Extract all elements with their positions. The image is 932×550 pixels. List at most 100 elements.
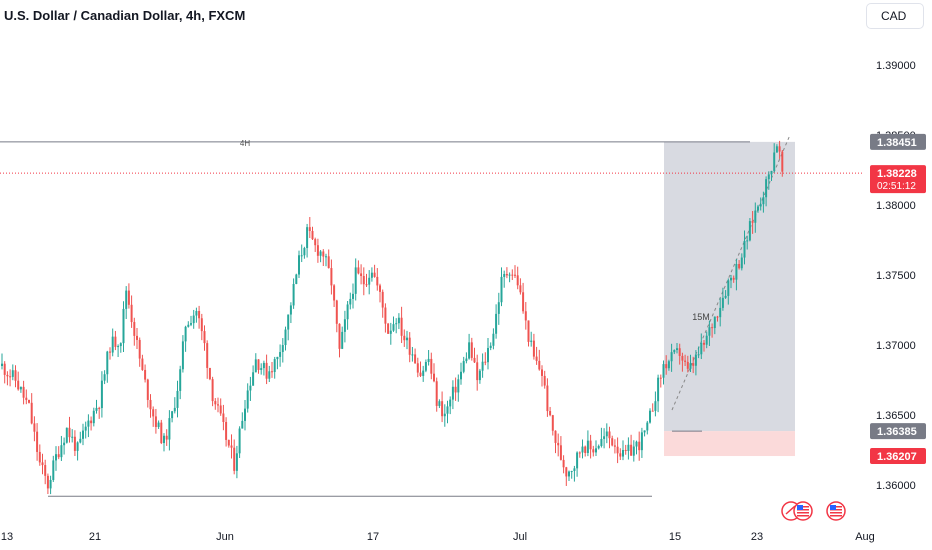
candle-body xyxy=(562,459,565,468)
current-price-label: 1.38228 xyxy=(877,168,917,180)
candle-body xyxy=(192,315,195,324)
candle-body xyxy=(381,291,384,308)
candle-body xyxy=(284,329,287,346)
candle-body xyxy=(57,454,60,458)
candle-body xyxy=(419,372,422,376)
candle-body xyxy=(60,445,63,458)
candle-body xyxy=(370,272,373,278)
candle-body xyxy=(384,307,387,324)
candle-body xyxy=(673,349,676,353)
candle-body xyxy=(757,206,759,211)
candle-body xyxy=(640,432,643,451)
candle-body xyxy=(465,358,468,362)
target-price-label: 1.38451 xyxy=(877,137,917,149)
candle-body xyxy=(73,436,76,451)
time-tick-label: 23 xyxy=(751,531,763,543)
candle-body xyxy=(662,364,665,378)
candle-body xyxy=(44,465,47,476)
us-flag-icon xyxy=(826,501,846,521)
candle-body xyxy=(694,354,697,366)
candle-body xyxy=(354,267,357,294)
candle-body xyxy=(643,430,646,433)
candle-body xyxy=(759,204,762,207)
candle-body xyxy=(586,440,589,453)
candle-body xyxy=(557,442,560,446)
stop-price-label-box xyxy=(870,448,926,465)
candle-body xyxy=(435,381,438,406)
candle-body xyxy=(589,440,592,450)
candle-body xyxy=(3,363,6,375)
candle-body xyxy=(187,324,190,327)
candle-body xyxy=(773,152,776,171)
candle-body xyxy=(230,445,233,448)
candle-body xyxy=(408,337,411,355)
candle-body xyxy=(516,275,519,286)
candle-body xyxy=(114,336,117,347)
candle-body xyxy=(554,430,557,443)
time-tick-label: 15 xyxy=(669,531,681,543)
candle-body xyxy=(535,356,538,361)
candle-body xyxy=(767,174,770,180)
candle-body xyxy=(630,444,633,456)
candles xyxy=(1,140,784,495)
candle-body xyxy=(460,371,462,380)
candle-body xyxy=(130,304,133,323)
candle-body xyxy=(478,370,481,381)
candle-body xyxy=(395,323,398,325)
candle-body xyxy=(165,435,168,440)
candle-body xyxy=(30,402,33,424)
candle-body xyxy=(400,317,403,336)
candle-body xyxy=(338,323,341,349)
candle-body xyxy=(627,444,630,451)
candle-body xyxy=(379,285,381,292)
candle-body xyxy=(743,240,746,258)
candle-body xyxy=(654,401,657,411)
candle-body xyxy=(446,406,449,414)
candle-body xyxy=(735,263,738,280)
candle-body xyxy=(357,267,360,274)
price-tick-label: 1.36500 xyxy=(876,410,916,422)
candle-body xyxy=(52,460,55,480)
candle-body xyxy=(505,273,508,276)
candle-body xyxy=(511,274,514,276)
candle-body xyxy=(738,263,741,269)
candle-body xyxy=(38,451,41,463)
candle-body xyxy=(746,240,749,242)
candle-body xyxy=(721,297,724,308)
candle-body xyxy=(613,445,616,447)
candle-body xyxy=(724,295,727,298)
candle-body xyxy=(252,372,255,386)
currency-selector-button[interactable]: CAD xyxy=(866,3,924,29)
candle-body xyxy=(25,397,28,401)
candle-body xyxy=(17,380,20,390)
candle-body xyxy=(133,322,136,336)
candle-body xyxy=(530,340,533,342)
candle-body xyxy=(497,302,500,314)
candle-body xyxy=(200,318,203,332)
candle-body xyxy=(770,170,773,175)
candle-body xyxy=(368,277,371,285)
candle-body xyxy=(730,277,732,281)
candle-body xyxy=(700,342,703,355)
candle-body xyxy=(451,386,454,400)
time-tick-label: Aug xyxy=(855,531,875,543)
candle-body xyxy=(260,368,263,370)
candle-body xyxy=(676,348,678,350)
candle-body xyxy=(576,452,579,469)
candle-body xyxy=(79,438,82,443)
candle-body xyxy=(273,359,276,373)
candle-body xyxy=(492,333,495,346)
candle-body xyxy=(303,248,306,256)
candle-body xyxy=(559,445,562,460)
candle-body xyxy=(765,179,768,198)
candle-body xyxy=(49,479,52,489)
candle-body xyxy=(330,268,333,286)
candle-body xyxy=(11,370,14,377)
candle-body xyxy=(476,362,479,381)
candle-body xyxy=(697,354,700,356)
candle-body xyxy=(333,285,336,301)
candle-body xyxy=(233,447,236,471)
candle-body xyxy=(657,377,660,402)
candle-body xyxy=(98,407,101,409)
